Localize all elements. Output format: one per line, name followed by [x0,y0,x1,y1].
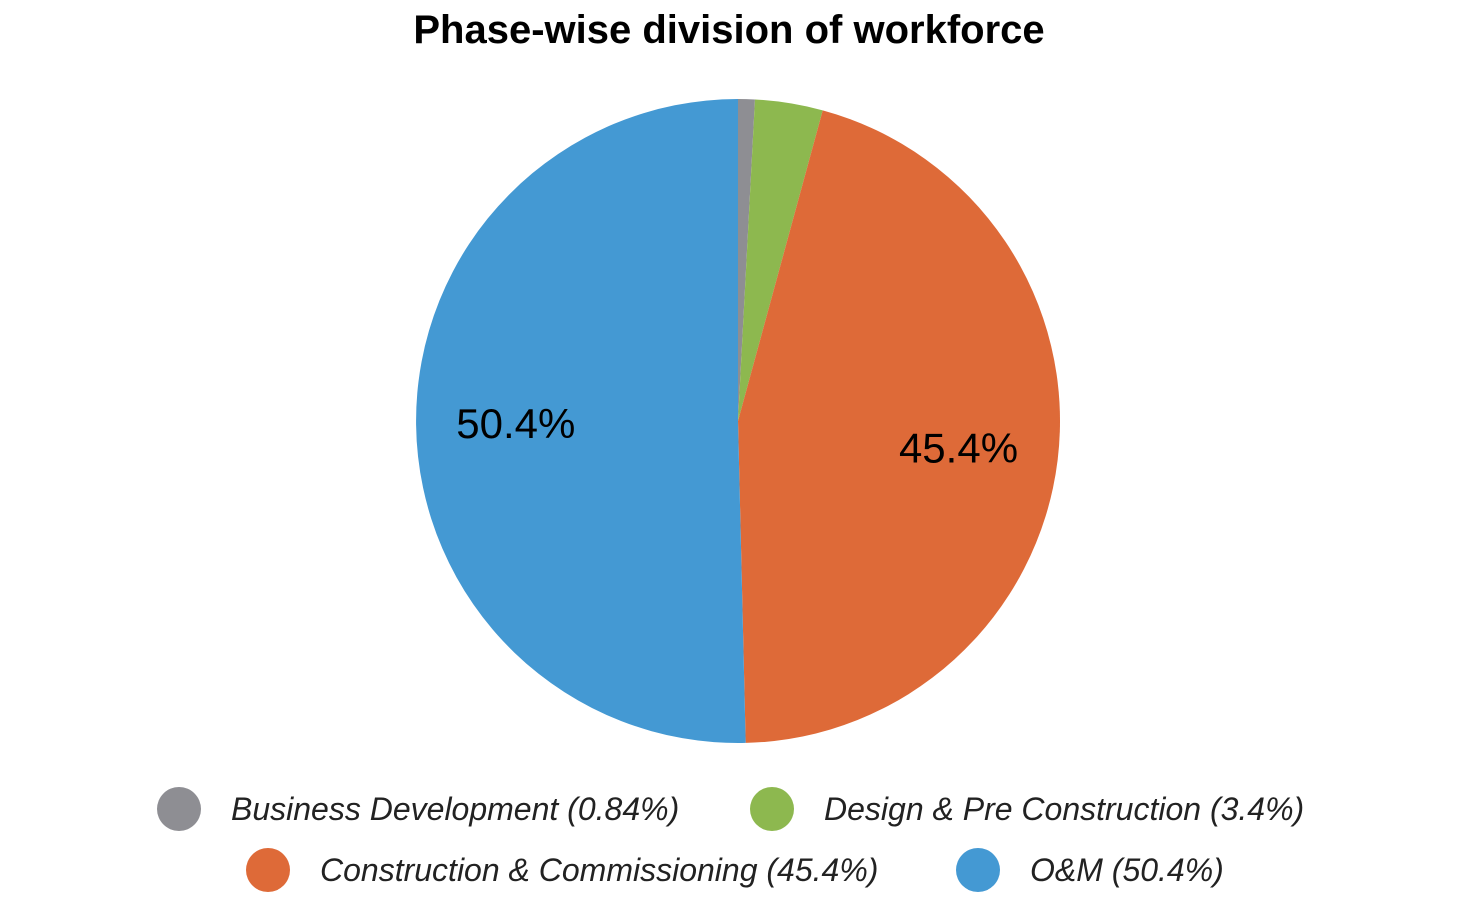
legend-swatch-om [956,848,1000,892]
pie-slice-om [416,99,746,743]
legend-swatch-construction-commissioning [246,848,290,892]
pie-slice-business-development [738,99,755,421]
legend-item-construction-commissioning: Construction & Commissioning (45.4%) [246,848,878,892]
pie-slice-design-pre-construction [738,99,823,421]
pie-chart: 45.4% 50.4% [416,99,1061,743]
legend-item-design-pre-construction: Design & Pre Construction (3.4%) [750,787,1304,831]
pie-slice-construction-commissioning [738,110,1061,743]
legend-item-om: O&M (50.4%) [956,848,1224,892]
legend-label-design-pre-construction: Design & Pre Construction (3.4%) [824,790,1305,827]
pie-label-construction-commissioning: 45.4% [899,424,1018,471]
pie-label-om: 50.4% [456,400,575,447]
legend-swatch-design-pre-construction [750,787,794,831]
pie-slices [416,99,1061,743]
chart-title: Phase-wise division of workforce [413,8,1045,52]
legend-swatch-business-development [157,787,201,831]
legend-label-construction-commissioning: Construction & Commissioning (45.4%) [320,851,879,888]
legend-label-business-development: Business Development (0.84%) [231,790,680,827]
legend-label-om: O&M (50.4%) [1030,851,1224,888]
legend-item-business-development: Business Development (0.84%) [157,787,679,831]
pie-slice-labels: 45.4% 50.4% [456,400,1018,471]
